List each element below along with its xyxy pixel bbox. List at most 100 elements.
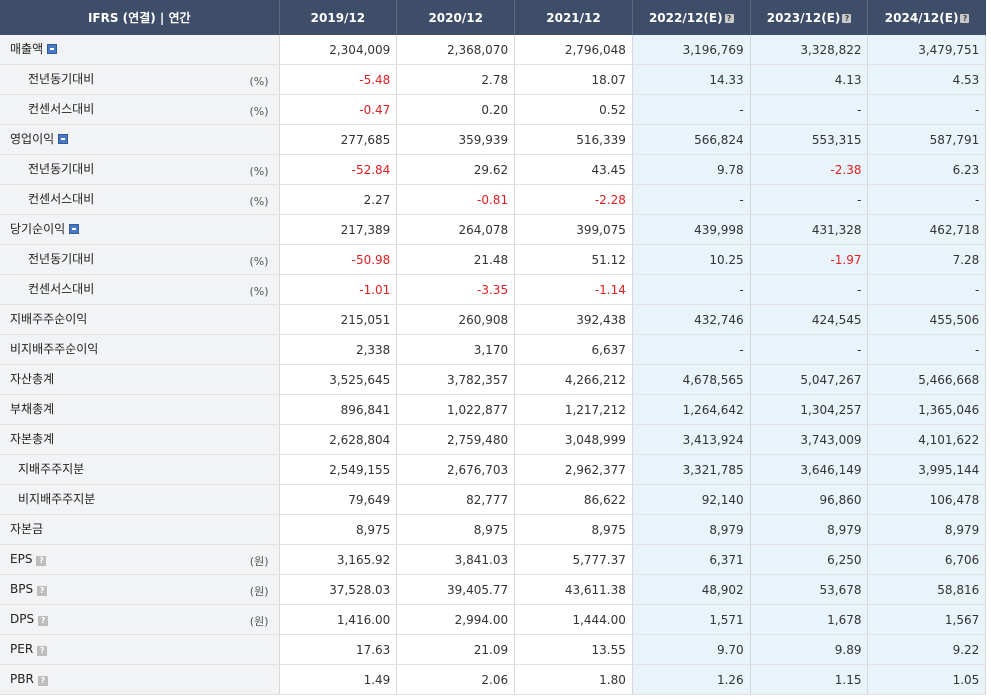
row-label: 지배주주지분 [18, 455, 84, 484]
row-label-cell: 비지배주주지분 [0, 484, 280, 515]
row-label: EPS? [10, 545, 47, 574]
value-cell: 7.28 [867, 244, 987, 275]
help-icon[interactable]: ? [960, 13, 970, 23]
row-label-text: PBR [10, 672, 34, 686]
value-cell: 566,824 [632, 124, 751, 155]
value-cell: 1,416.00 [279, 604, 398, 635]
cell-value: 21.48 [473, 252, 509, 267]
value-cell: 8,975 [279, 514, 398, 545]
row-label: 자본총계 [10, 425, 54, 454]
value-cell: 4,266,212 [514, 364, 633, 395]
value-cell: 17.63 [279, 634, 398, 665]
cell-value: 432,746 [694, 312, 744, 327]
cell-value: 896,841 [340, 402, 391, 417]
row-label-text: 당기순이익 [10, 222, 66, 236]
value-cell: 3,048,999 [514, 424, 633, 455]
cell-value: 106,478 [929, 492, 980, 507]
unit-label: (%) [249, 105, 269, 118]
cell-value: 2,368,070 [447, 42, 509, 57]
value-cell: - [750, 334, 869, 365]
help-icon[interactable]: ? [38, 616, 49, 626]
value-cell: 6,637 [514, 334, 633, 365]
cell-value: 2,549,155 [329, 462, 391, 477]
row-label-text: 지배주주지분 [18, 462, 85, 476]
collapse-icon[interactable] [69, 224, 80, 234]
cell-value: 3,646,149 [800, 462, 862, 477]
row-label: BPS? [10, 575, 48, 604]
table-row: 매출액 2,304,009 2,368,070 2,796,048 3,196,769 3… [0, 35, 987, 65]
value-cell: 39,405.77 [396, 574, 516, 605]
value-cell: 2.27 [279, 184, 398, 215]
value-cell: 51.12 [514, 244, 633, 275]
row-label: 전년동기대비 [28, 245, 94, 274]
value-cell: 3,196,769 [632, 35, 751, 65]
table-row: 전년동기대비 (%) -5.48 2.78 18.07 14.33 4.13 4.53 [0, 64, 987, 95]
help-icon[interactable]: ? [842, 13, 852, 23]
value-cell: - [750, 274, 869, 305]
value-cell: 9.78 [632, 154, 751, 185]
value-cell: 43.45 [514, 154, 633, 185]
row-label-text: 자본총계 [10, 432, 55, 446]
table-row: 자산총계 3,525,645 3,782,357 4,266,212 4,678,565… [0, 364, 987, 395]
cell-value: 5,466,668 [918, 372, 980, 387]
cell-value: 399,075 [576, 222, 626, 237]
cell-value: 37,528.03 [329, 582, 391, 597]
cell-value: 260,908 [458, 312, 509, 327]
value-cell: 2,759,480 [396, 424, 516, 455]
cell-value: 431,328 [811, 222, 862, 237]
collapse-icon[interactable] [47, 44, 58, 54]
cell-value: 2,338 [355, 342, 391, 357]
header-col-2023e: 2023/12(E)? [750, 0, 869, 35]
value-cell: -2.38 [750, 154, 869, 185]
collapse-icon[interactable] [58, 134, 69, 144]
table-row: PBR? 1.49 2.06 1.80 1.26 1.15 1.05 [0, 664, 987, 695]
row-label: 비지배주주지분 [18, 485, 95, 514]
row-label-cell: EPS? (원) [0, 544, 280, 575]
row-label-text: 전년동기대비 [28, 252, 95, 266]
value-cell: 5,047,267 [750, 364, 869, 395]
unit-label: (원) [249, 555, 269, 568]
value-cell: 553,315 [750, 124, 869, 155]
value-cell: 2,628,804 [279, 424, 398, 455]
value-cell: 1.80 [514, 664, 633, 695]
row-label: DPS? [10, 605, 49, 634]
value-cell: 2,994.00 [396, 604, 516, 635]
value-cell: 37,528.03 [279, 574, 398, 605]
value-cell: 1,571 [632, 604, 751, 635]
value-cell: 6.23 [867, 154, 987, 185]
help-icon[interactable]: ? [724, 13, 734, 23]
cell-value: 5,777.37 [572, 552, 626, 567]
cell-value: 462,718 [929, 222, 980, 237]
row-label-cell: 전년동기대비 (%) [0, 244, 280, 275]
value-cell: -1.01 [279, 274, 398, 305]
help-icon[interactable]: ? [36, 556, 47, 566]
row-label-cell: 비지배주주순이익 [0, 334, 280, 365]
value-cell: 1,304,257 [750, 394, 869, 425]
row-label-text: PER [10, 642, 34, 656]
cell-value: 1,678 [827, 612, 862, 627]
cell-value: - [739, 102, 744, 117]
row-label-cell: PBR? [0, 664, 280, 695]
row-label: 컨센서스대비 [28, 95, 94, 124]
value-cell: -1.14 [514, 274, 633, 305]
cell-value: 92,140 [701, 492, 744, 507]
cell-value: 392,438 [576, 312, 626, 327]
help-icon[interactable]: ? [37, 676, 48, 686]
table-row: DPS? (원) 1,416.00 2,994.00 1,444.00 1,571 1,67… [0, 604, 987, 635]
row-label-text: EPS [10, 552, 33, 566]
cell-value: 6,250 [827, 552, 862, 567]
cell-value: -2.28 [594, 192, 626, 207]
value-cell: 79,649 [279, 484, 398, 515]
value-cell: -50.98 [279, 244, 398, 275]
help-icon[interactable]: ? [37, 586, 48, 596]
row-label-text: 컨센서스대비 [28, 102, 95, 116]
value-cell: 3,743,009 [750, 424, 869, 455]
cell-value: 1.80 [599, 672, 626, 687]
value-cell: -3.35 [396, 274, 516, 305]
help-icon[interactable]: ? [37, 646, 48, 656]
row-label-cell: 당기순이익 [0, 214, 280, 245]
value-cell: 1,264,642 [632, 394, 751, 425]
cell-value: 2,962,377 [564, 462, 626, 477]
cell-value: 5,047,267 [800, 372, 862, 387]
cell-value: 3,525,645 [329, 372, 391, 387]
